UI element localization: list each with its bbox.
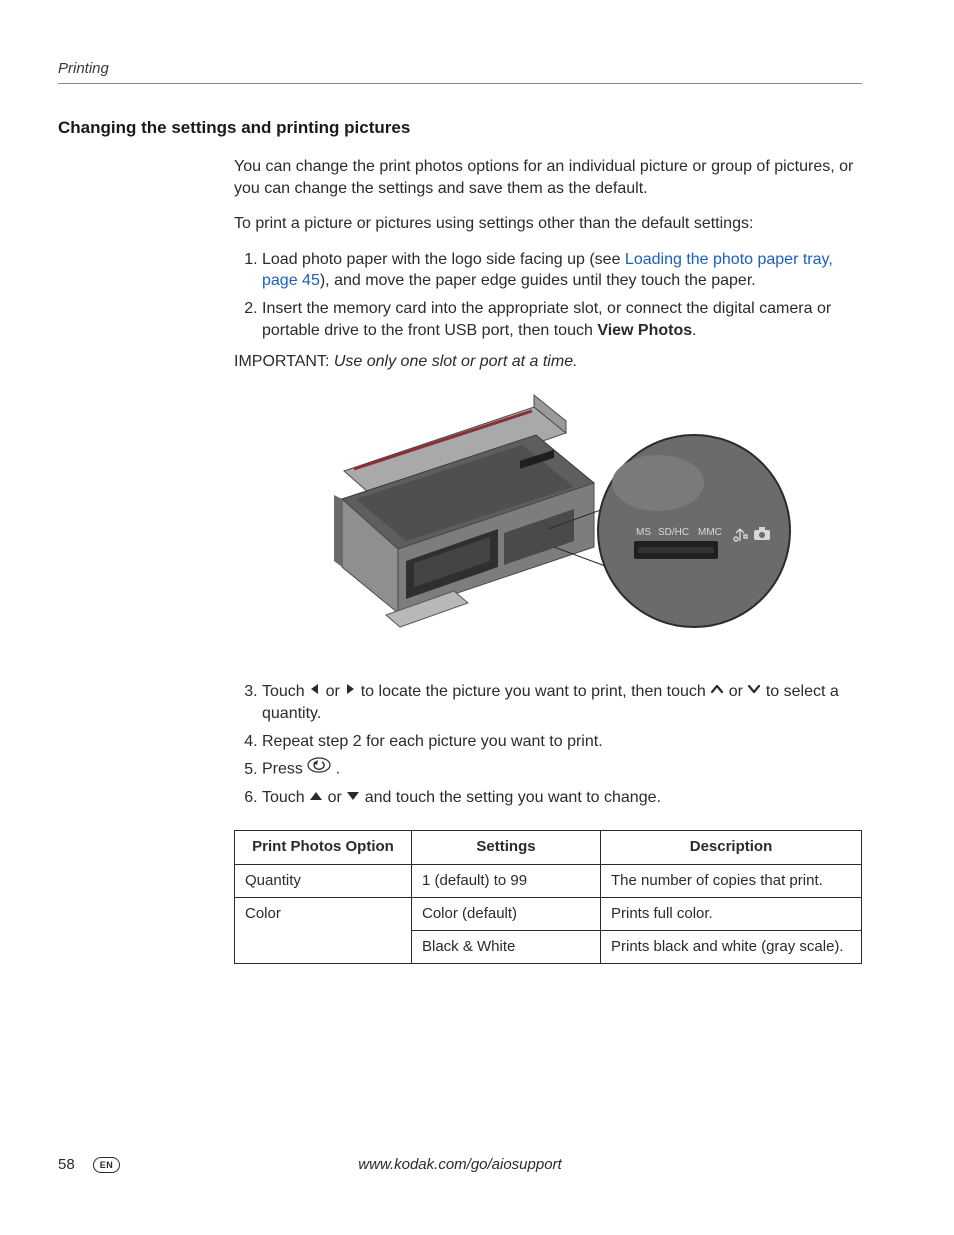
cell-setting: Black & White [412, 931, 601, 964]
step-2: Insert the memory card into the appropri… [262, 298, 862, 341]
printer-illustration: MS SD/HC MMC [298, 391, 798, 661]
cell-setting: Color (default) [412, 897, 601, 930]
chevron-down-icon [747, 680, 761, 702]
step-5a: Press [262, 761, 307, 778]
section-title: Changing the settings and printing pictu… [58, 118, 862, 138]
table-row: Color Color (default) Prints full color. [235, 897, 862, 930]
step-3a: Touch [262, 683, 309, 700]
important-text: Use only one slot or port at a time. [334, 353, 578, 370]
step-4: Repeat step 2 for each picture you want … [262, 731, 862, 753]
important-label: IMPORTANT: [234, 353, 334, 370]
cell-description: The number of copies that print. [601, 864, 862, 897]
print-options-table: Print Photos Option Settings Description… [234, 830, 862, 964]
table-row: Quantity 1 (default) to 99 The number of… [235, 864, 862, 897]
printer-figure: MS SD/HC MMC [234, 391, 862, 668]
back-button-icon [307, 757, 331, 780]
slot-label-mmc: MMC [698, 527, 722, 538]
chevron-up-icon [710, 680, 724, 702]
triangle-down-icon [346, 786, 360, 808]
table-header-row: Print Photos Option Settings Description [235, 831, 862, 864]
cell-option: Color [235, 897, 412, 964]
intro-paragraph-1: You can change the print photos options … [234, 156, 862, 199]
step-3d: or [729, 683, 748, 700]
intro-paragraph-2: To print a picture or pictures using set… [234, 213, 862, 235]
step-2-text-a: Insert the memory card into the appropri… [262, 300, 831, 339]
step-1-text-a: Load photo paper with the logo side faci… [262, 251, 625, 268]
cell-setting: 1 (default) to 99 [412, 864, 601, 897]
col-description: Description [601, 831, 862, 864]
steps-list-a: Load photo paper with the logo side faci… [234, 249, 862, 341]
step-6a: Touch [262, 789, 309, 806]
running-head: Printing [58, 60, 862, 84]
step-3: Touch or to locate the picture you want … [262, 681, 862, 724]
step-5b: . [336, 761, 340, 778]
step-1-text-b: ), and move the paper edge guides until … [320, 272, 756, 289]
cell-option: Quantity [235, 864, 412, 897]
step-1: Load photo paper with the logo side faci… [262, 249, 862, 292]
arrow-right-icon [344, 680, 356, 702]
page-footer: 58 EN www.kodak.com/go/aiosupport [58, 1156, 862, 1173]
body-block: You can change the print photos options … [234, 156, 862, 964]
steps-list-b: Touch or to locate the picture you want … [234, 681, 862, 808]
page: Printing Changing the settings and print… [0, 0, 954, 1235]
step-6c: and touch the setting you want to change… [365, 789, 661, 806]
slot-label-sdhc: SD/HC [658, 527, 689, 538]
step-6: Touch or and touch the setting you want … [262, 787, 862, 809]
step-6b: or [328, 789, 347, 806]
triangle-up-icon [309, 786, 323, 808]
step-3c: to locate the picture you want to print,… [361, 683, 711, 700]
arrow-left-icon [309, 680, 321, 702]
slot-label-ms: MS [636, 527, 651, 538]
step-2-text-b: . [692, 322, 696, 339]
cell-description: Prints full color. [601, 897, 862, 930]
step-3b: or [326, 683, 345, 700]
zoom-circle: MS SD/HC MMC [598, 435, 790, 627]
col-option: Print Photos Option [235, 831, 412, 864]
step-5: Press . [262, 758, 862, 781]
cell-description: Prints black and white (gray scale). [601, 931, 862, 964]
important-note: IMPORTANT: Use only one slot or port at … [234, 351, 862, 373]
support-url: www.kodak.com/go/aiosupport [58, 1156, 862, 1173]
col-settings: Settings [412, 831, 601, 864]
view-photos-label: View Photos [597, 322, 692, 339]
